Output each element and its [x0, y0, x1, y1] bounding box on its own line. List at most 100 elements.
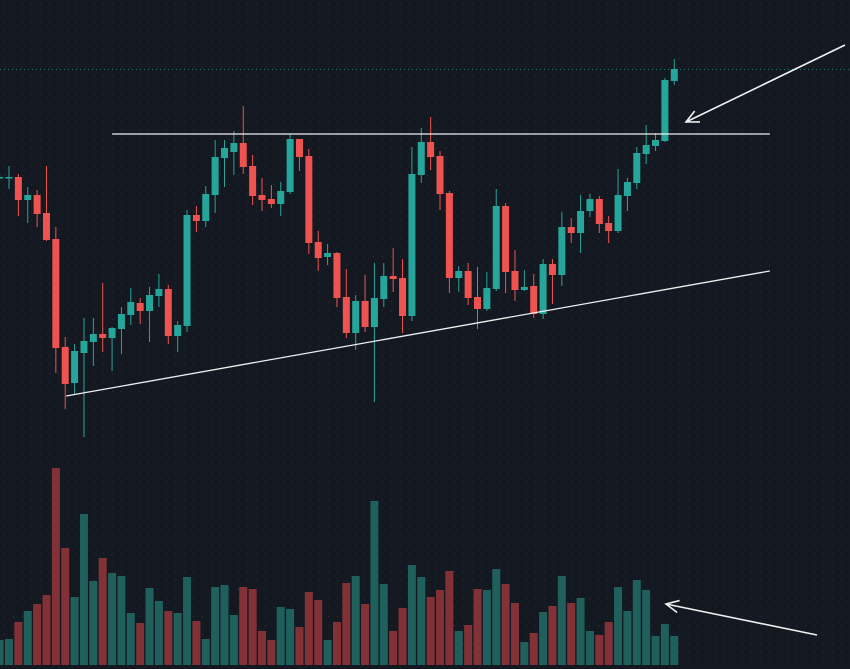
volume-bar [482, 590, 491, 665]
volume-bar [557, 576, 566, 665]
candle-body [5, 177, 13, 179]
volume-bar [276, 607, 285, 665]
volume-bar [211, 587, 220, 665]
volume-bar [539, 612, 548, 665]
candle-body [286, 139, 294, 192]
candle-body [520, 287, 528, 290]
volume-bar [651, 636, 660, 665]
volume-bar [492, 569, 501, 665]
volume-bar [117, 576, 126, 665]
volume-bar [79, 514, 88, 665]
volume-bar [267, 640, 276, 665]
candle-body [305, 156, 313, 243]
candle-body [567, 227, 575, 233]
candle-body [511, 271, 519, 290]
candle-body [71, 351, 79, 383]
volume-bar [145, 588, 154, 665]
volume-bar [154, 601, 163, 665]
candle-body [670, 69, 678, 81]
candle-body [436, 156, 444, 194]
candle-body [595, 199, 603, 224]
volume-bar [529, 633, 538, 665]
volume-bar [501, 584, 510, 665]
volume-bar [642, 590, 651, 665]
candle-body [277, 191, 285, 204]
candle-body [295, 139, 303, 157]
support-trendline [66, 270, 770, 397]
volume-bar [670, 636, 679, 665]
volume-bar [398, 608, 407, 665]
candle-body [80, 341, 88, 353]
candle-body [258, 195, 266, 200]
candle-body [464, 271, 472, 298]
candle-body [239, 143, 247, 167]
candle-body [408, 174, 416, 316]
volume-bar [417, 577, 426, 665]
volume-bar [42, 595, 51, 665]
volume-bar [370, 501, 379, 665]
volume-bar [14, 622, 23, 665]
volume-bar [5, 639, 13, 665]
volume-bar [23, 611, 32, 665]
volume-bar [454, 631, 463, 665]
candle-body [89, 334, 97, 342]
candle-body [558, 227, 566, 275]
volume-bar [314, 600, 323, 665]
volume-bar [623, 611, 632, 665]
candle-body [174, 325, 182, 336]
volume-bar [304, 592, 313, 665]
volume-bar [576, 598, 585, 665]
candle-body [399, 278, 407, 316]
volume-bar [567, 603, 576, 665]
candle-body [661, 80, 669, 141]
breakout-arrow-head [684, 110, 701, 123]
candle-body [0, 177, 4, 179]
volume-bar [585, 631, 594, 665]
candle-body [370, 298, 378, 327]
volume-bar [173, 613, 182, 665]
candle-body [417, 142, 425, 175]
volume-bar [201, 639, 210, 665]
breakout-arrow [685, 44, 846, 123]
volume-bar [295, 627, 304, 665]
volume-bar [136, 623, 145, 665]
volume-bar [0, 640, 4, 665]
candle-body [155, 289, 163, 296]
candle-body [108, 328, 116, 338]
volume-bar [520, 642, 529, 665]
candle-body [652, 140, 660, 146]
volume-bar [407, 565, 416, 665]
volume-bar [445, 571, 454, 665]
volume-bar [510, 603, 519, 665]
volume-bar [257, 631, 266, 665]
volume-bar [61, 548, 70, 665]
volume-bar [379, 584, 388, 665]
volume-bar [361, 604, 370, 665]
volume-bar [51, 468, 60, 665]
candle-body [502, 206, 510, 272]
candle-body [136, 303, 144, 311]
candle-body [586, 199, 594, 211]
candle-body [230, 143, 238, 152]
candle-body [483, 288, 491, 309]
candle-body [342, 297, 350, 333]
volume-bar [595, 635, 604, 665]
volume-bar [426, 597, 435, 665]
volume-bar [548, 606, 557, 665]
volume-bar [108, 573, 117, 665]
candle-body [530, 286, 538, 314]
volume-bar [389, 631, 398, 665]
volume-arrow [665, 603, 818, 636]
volume-bar [164, 611, 173, 665]
candle-body [577, 211, 585, 233]
volume-bar [70, 597, 79, 665]
candle-body [333, 253, 341, 298]
candle-body [24, 195, 32, 200]
candle-body [33, 195, 41, 214]
candle-body [314, 242, 322, 258]
candle-body [117, 314, 125, 329]
volume-bar [286, 609, 295, 665]
volume-bar [33, 604, 42, 665]
